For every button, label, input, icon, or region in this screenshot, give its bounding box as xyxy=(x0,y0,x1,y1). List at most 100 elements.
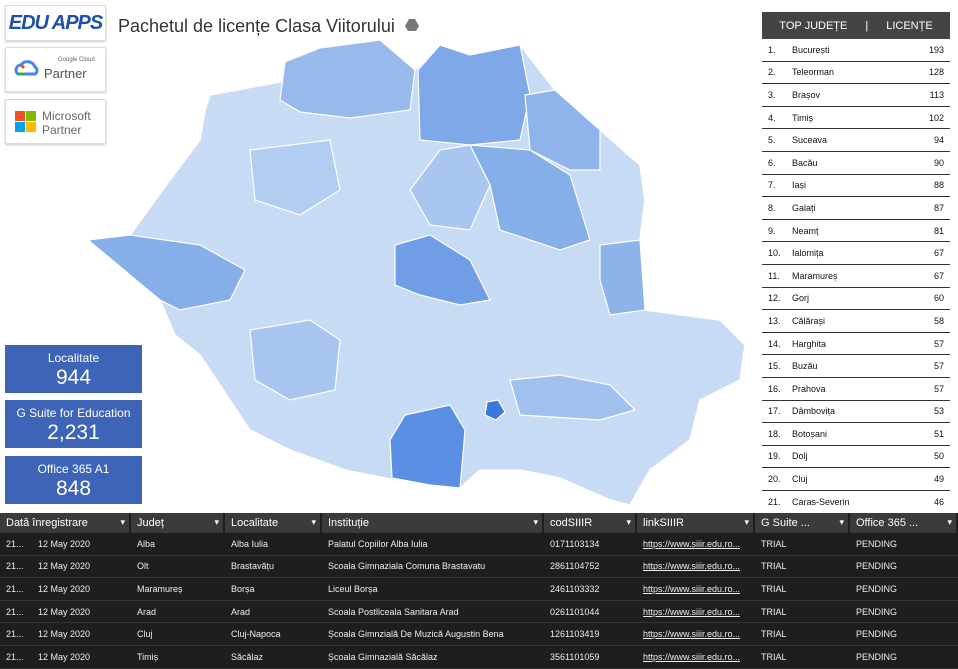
table-row: 4. Timiș 102 xyxy=(762,107,950,130)
table-row: 2. Teleorman 128 xyxy=(762,62,950,85)
rank: 8. xyxy=(768,202,776,213)
license-count: 90 xyxy=(933,157,944,168)
column-header[interactable]: codSIIIR xyxy=(544,513,637,533)
license-count: 57 xyxy=(933,338,944,349)
county: Cluj xyxy=(792,474,808,485)
column-header[interactable]: TOP JUDEȚE xyxy=(779,19,848,32)
cell: Săcălaz xyxy=(231,651,264,662)
partner-label: Partner xyxy=(42,123,82,137)
table-row: 17. Dâmbovița 53 xyxy=(762,401,950,424)
scorecard-value: 2,231 xyxy=(47,421,100,444)
drive-icon[interactable] xyxy=(405,18,419,31)
county: Ialomița xyxy=(792,248,824,259)
cell: PENDING xyxy=(856,583,898,594)
rank: 14. xyxy=(768,338,781,349)
table-row: 7. Iași 88 xyxy=(762,175,950,198)
cell: 12 May 2020 xyxy=(38,606,91,617)
rank: 10. xyxy=(768,248,781,259)
cell: Arad xyxy=(231,606,251,617)
column-header[interactable]: Office 365 ... xyxy=(850,513,958,533)
column-header[interactable]: LICENȚE xyxy=(886,19,933,32)
logo: EDU APPS xyxy=(8,11,104,34)
scorecard: G Suite for Education 2,231 xyxy=(5,400,142,448)
partner-brand: Microsoft xyxy=(42,109,91,123)
region xyxy=(509,374,637,421)
county: Călărași xyxy=(792,315,826,326)
column-header[interactable]: Dată înregistrare xyxy=(0,513,131,533)
license-count: 51 xyxy=(933,428,944,439)
rank: 15. xyxy=(768,361,781,372)
region xyxy=(599,239,646,316)
county: Iași xyxy=(792,180,807,191)
table-header: TOP JUDEȚE | LICENȚE xyxy=(762,12,950,39)
license-count: 193 xyxy=(928,44,944,55)
cell: 21... xyxy=(6,538,24,549)
license-count: 50 xyxy=(933,451,944,462)
rank: 7. xyxy=(768,180,776,191)
cell: Timiș xyxy=(137,651,159,662)
license-count: 113 xyxy=(929,89,944,100)
table-row: 6. Bacău 90 xyxy=(762,152,950,175)
partner-badge: Google Cloud Partner xyxy=(5,47,106,92)
records-table: Dată înregistrareJudețLocalitateInstituț… xyxy=(0,513,958,669)
table-row: 1. București 193 xyxy=(762,39,950,62)
table-row: 14. Harghita 57 xyxy=(762,333,950,356)
cell: PENDING xyxy=(856,606,898,617)
column-header[interactable]: linkSIIIR xyxy=(637,513,755,533)
cell: Brastavățu xyxy=(231,561,275,572)
county: Botoșani xyxy=(792,428,828,439)
column-header[interactable]: Județ xyxy=(131,513,225,533)
column-header[interactable]: G Suite ... xyxy=(755,513,850,533)
license-count: 88 xyxy=(933,180,944,191)
region xyxy=(394,234,491,306)
cell: 21... xyxy=(6,583,24,594)
logo-box[interactable]: EDU APPS xyxy=(5,5,106,41)
cell: TRIAL xyxy=(761,651,787,662)
rank: 17. xyxy=(768,406,781,417)
link[interactable]: https://www.siiir.edu.ro... xyxy=(643,561,741,572)
rank: 20. xyxy=(768,474,781,485)
county: Timiș xyxy=(792,112,814,123)
cell: Borșa xyxy=(231,583,255,594)
rank: 19. xyxy=(768,451,781,462)
link[interactable]: https://www.siiir.edu.ro... xyxy=(643,629,741,640)
license-count: 87 xyxy=(933,202,944,213)
top-table: TOP JUDEȚE | LICENȚE 1. București 193 2. Teleo… xyxy=(762,12,950,512)
cell: PENDING xyxy=(856,651,898,662)
link[interactable]: https://www.siiir.edu.ro... xyxy=(643,606,741,617)
link[interactable]: https://www.siiir.edu.ro... xyxy=(643,651,741,662)
license-count: 67 xyxy=(933,270,944,281)
license-count: 128 xyxy=(928,67,944,78)
table-row: 21... 12 May 2020 Olt Brastavățu Scoala Gimn… xyxy=(0,556,958,579)
cell: 2461103332 xyxy=(550,583,600,594)
rank: 12. xyxy=(768,293,781,304)
rank: 1. xyxy=(768,44,776,55)
link[interactable]: https://www.siiir.edu.ro... xyxy=(643,538,741,549)
region xyxy=(417,44,531,146)
rank: 5. xyxy=(768,135,776,146)
table-row: 12. Gorj 60 xyxy=(762,288,950,311)
region xyxy=(409,144,491,231)
county: Gorj xyxy=(792,293,810,304)
cell: 3561101059 xyxy=(550,651,600,662)
table-row: 18. Botoșani 51 xyxy=(762,423,950,446)
county: Harghita xyxy=(792,338,827,349)
partner-brand: Google Cloud xyxy=(58,57,95,63)
scorecard-label: Office 365 A1 xyxy=(37,462,110,476)
scorecard-label: Localitate xyxy=(47,351,100,365)
cell: 0171103134 xyxy=(550,538,600,549)
county: Maramureș xyxy=(792,270,838,281)
cell: 21... xyxy=(6,606,24,617)
rank: 16. xyxy=(768,383,781,394)
cell: 21... xyxy=(6,561,24,572)
rank: 6. xyxy=(768,157,776,168)
table-row: 10. Ialomița 67 xyxy=(762,242,950,265)
column-header[interactable]: Instituție xyxy=(322,513,544,533)
column-header[interactable]: Localitate xyxy=(225,513,322,533)
rank: 3. xyxy=(768,89,776,100)
link[interactable]: https://www.siiir.edu.ro... xyxy=(643,583,741,594)
region xyxy=(389,404,466,489)
county: Dolj xyxy=(792,451,808,462)
region xyxy=(86,234,246,311)
cell: TRIAL xyxy=(761,629,787,640)
